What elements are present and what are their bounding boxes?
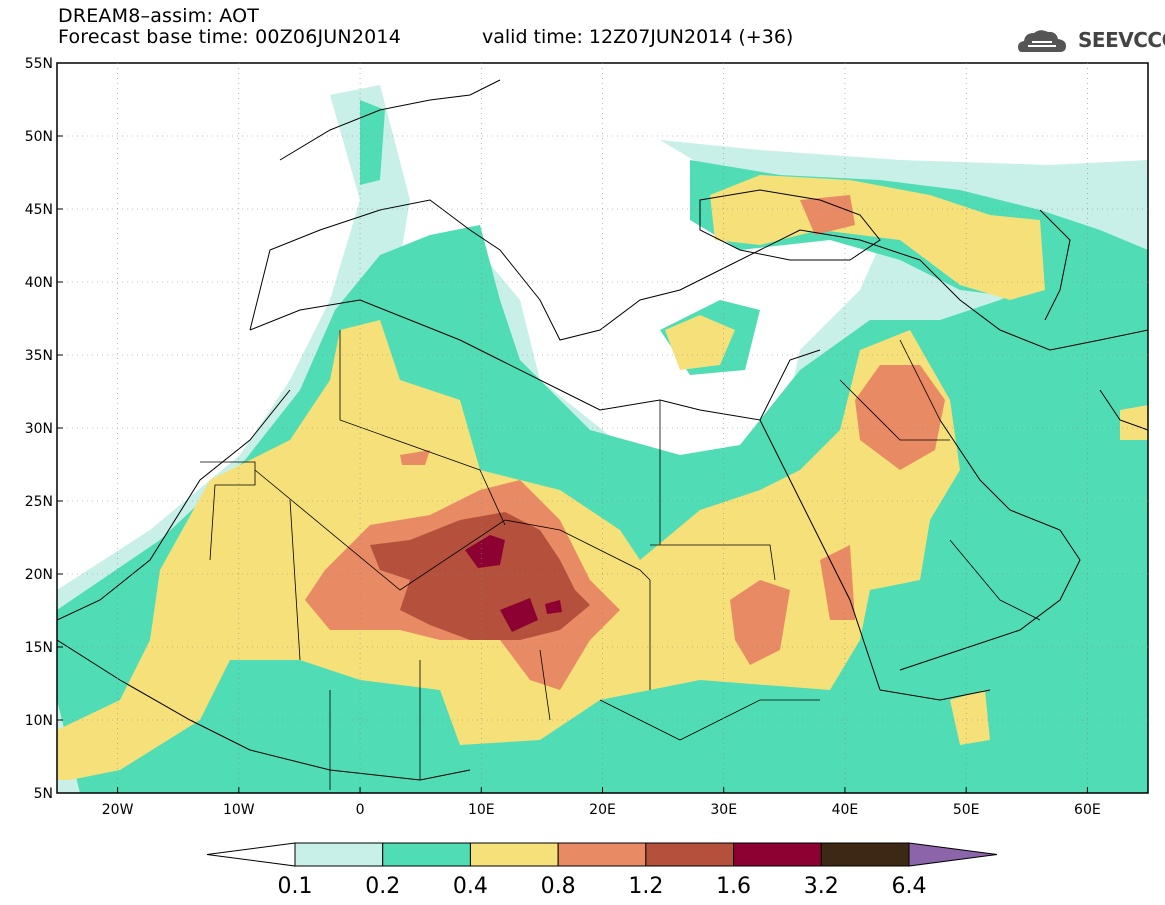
lon-tick-label: 30E	[710, 802, 737, 818]
coastlines	[57, 79, 1148, 781]
map-title: DREAM8–assim: AOT	[58, 5, 260, 27]
colorbar-label: 3.2	[804, 874, 839, 899]
logo-text: SEEVCCC	[1078, 28, 1165, 52]
lon-tick-label: 10W	[223, 802, 255, 818]
lat-tick-label: 20N	[25, 567, 53, 583]
lon-tick-label: 10E	[468, 802, 495, 818]
lat-tick-label: 50N	[25, 129, 53, 145]
colorbar-label: 1.6	[716, 874, 751, 899]
colorbar-upper-arrow	[908, 842, 998, 867]
colorbar-label: 0.4	[453, 874, 488, 899]
colorbar-swatch	[733, 842, 822, 867]
lat-tick-label: 10N	[25, 713, 53, 729]
country-borders	[200, 330, 1041, 790]
colorbar-swatch	[382, 842, 471, 867]
lat-tick-label: 5N	[34, 786, 53, 802]
forecast-base-time: Forecast base time: 00Z06JUN2014	[58, 26, 401, 48]
lon-tick-label: 40E	[832, 802, 859, 818]
lat-tick-label: 45N	[25, 202, 53, 218]
cloud-icon	[1018, 30, 1066, 52]
lon-ticks: 20W 10W 0 10E 20E 30E 40E 50E 60E	[102, 787, 1101, 818]
lat-tick-label: 55N	[25, 56, 53, 72]
valid-time: valid time: 12Z07JUN2014 (+36)	[482, 26, 794, 48]
lon-tick-label: 60E	[1074, 802, 1101, 818]
colorbar-swatch	[820, 842, 910, 867]
colorbar-label: 1.2	[628, 874, 663, 899]
lon-tick-label: 0	[356, 802, 365, 818]
gridlines	[57, 63, 1148, 793]
colorbar-label: 6.4	[892, 874, 927, 899]
lon-tick-label: 50E	[953, 802, 980, 818]
colorbar-swatch	[294, 842, 384, 867]
colorbar-lower-arrow	[206, 842, 296, 867]
lat-tick-label: 15N	[25, 640, 53, 656]
colorbar-swatch	[469, 842, 559, 867]
lat-tick-label: 30N	[25, 421, 53, 437]
lon-tick-label: 20E	[589, 802, 616, 818]
lat-tick-label: 40N	[25, 275, 53, 291]
colorbar-swatch	[557, 842, 647, 867]
colorbar-label: 0.1	[278, 874, 313, 899]
colorbar-label: 0.8	[541, 874, 576, 899]
lon-tick-label: 20W	[102, 802, 134, 818]
lat-ticks: 55N 50N 45N 40N 35N 30N 25N 20N 15N 10N 5N	[25, 56, 63, 802]
aot-level-1.6	[465, 535, 562, 632]
aot-level-1.2	[370, 512, 590, 640]
colorbar-label: 0.2	[365, 874, 400, 899]
lat-tick-label: 35N	[25, 348, 53, 364]
colorbar: 0.1 0.2 0.4 0.8 1.2 1.6 3.2 6.4	[206, 842, 998, 899]
lat-tick-label: 25N	[25, 494, 53, 510]
colorbar-swatch	[645, 842, 735, 867]
